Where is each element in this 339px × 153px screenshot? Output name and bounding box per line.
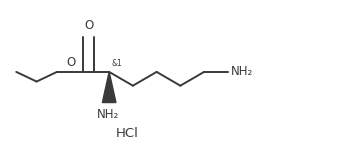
Text: O: O	[84, 19, 94, 32]
Text: O: O	[66, 56, 76, 69]
Text: NH₂: NH₂	[231, 65, 253, 78]
Text: HCl: HCl	[116, 127, 139, 140]
Polygon shape	[102, 72, 116, 103]
Text: NH₂: NH₂	[97, 108, 119, 121]
Text: &1: &1	[111, 59, 122, 68]
